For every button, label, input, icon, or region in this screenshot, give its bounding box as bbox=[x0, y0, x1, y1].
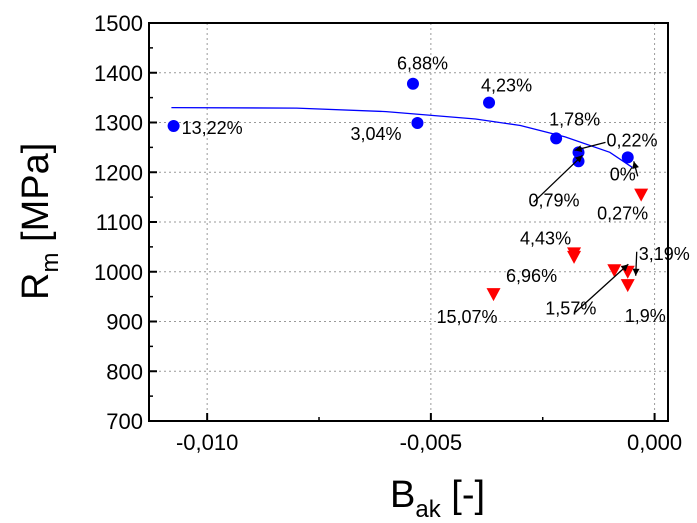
grid-lines bbox=[149, 23, 668, 421]
y-tick-label: 1500 bbox=[94, 11, 143, 36]
x-axis-title-main: B bbox=[390, 474, 415, 516]
y-tick-label: 700 bbox=[106, 409, 143, 434]
y-tick-label: 1300 bbox=[94, 111, 143, 136]
y-tick-label: 1000 bbox=[94, 260, 143, 285]
y-axis-title-suffix: [MPa] bbox=[15, 143, 57, 253]
blue-circle-point bbox=[621, 151, 634, 164]
x-tick-label: -0,010 bbox=[176, 430, 238, 455]
y-tick-label: 800 bbox=[106, 359, 143, 384]
point-label: 13,22% bbox=[182, 118, 243, 138]
point-label: 6,96% bbox=[506, 266, 557, 286]
point-label: 3,19% bbox=[639, 244, 690, 264]
y-tick-label: 1400 bbox=[94, 61, 143, 86]
y-axis-title-main: R bbox=[15, 273, 57, 300]
label-arrow-line bbox=[574, 263, 629, 313]
y-tick-label: 900 bbox=[106, 310, 143, 335]
red-triangle-point bbox=[567, 250, 582, 264]
y-axis-title: Rm [MPa] bbox=[15, 143, 64, 300]
blue-circle-point bbox=[550, 132, 563, 145]
point-label: 4,23% bbox=[481, 76, 532, 96]
point-label: 6,88% bbox=[397, 54, 448, 74]
blue-circle-point bbox=[167, 119, 180, 132]
x-axis-title-suffix: [-] bbox=[441, 474, 485, 516]
point-label: 0,27% bbox=[597, 204, 648, 224]
blue-circle-point bbox=[572, 155, 585, 168]
red-triangle-point bbox=[634, 188, 649, 202]
point-label: 1,9% bbox=[625, 306, 666, 326]
tick-labels: 700 800 900 1000 1100 1200 1300 1400 1500 -0,010 -… bbox=[94, 11, 682, 455]
point-label: 1,57% bbox=[545, 298, 596, 318]
label-arrow-head bbox=[620, 264, 629, 272]
red-triangle-point bbox=[486, 288, 501, 302]
x-axis-title: Bak [-] bbox=[390, 474, 485, 523]
fit-curve bbox=[171, 106, 633, 168]
data-points-group bbox=[167, 77, 649, 302]
axis-ticks bbox=[149, 22, 656, 422]
x-tick-label: -0,005 bbox=[400, 430, 462, 455]
point-label: 0% bbox=[610, 164, 636, 184]
point-label: 1,78% bbox=[549, 109, 600, 129]
label-arrow-head bbox=[574, 145, 583, 152]
x-axis-title-sub: ak bbox=[415, 496, 441, 523]
point-label: 0,22% bbox=[607, 130, 658, 150]
label-arrow-head bbox=[632, 268, 640, 276]
blue-circle-point bbox=[411, 116, 424, 129]
red-triangle-point bbox=[620, 279, 635, 293]
y-tick-label: 1200 bbox=[94, 160, 143, 185]
red-triangle-point bbox=[607, 264, 622, 278]
label-arrow-head bbox=[632, 161, 639, 169]
blue-circle-point bbox=[572, 146, 585, 159]
point-label: 3,04% bbox=[350, 124, 401, 144]
point-label: 15,07% bbox=[437, 307, 498, 327]
y-axis-title-sub: m bbox=[37, 253, 64, 273]
blue-circle-point bbox=[406, 77, 419, 90]
x-tick-label: 0,000 bbox=[627, 430, 682, 455]
point-label: 4,43% bbox=[520, 228, 571, 248]
label-arrow-head bbox=[575, 155, 583, 163]
annotations-group: 13,22%6,88%3,04%4,23%1,78%0,22%0,79%0%0,… bbox=[182, 54, 690, 327]
fit-curve-group bbox=[171, 106, 633, 168]
label-arrow-line bbox=[533, 154, 583, 203]
blue-circle-point bbox=[483, 96, 496, 109]
y-tick-label: 1100 bbox=[96, 210, 143, 235]
